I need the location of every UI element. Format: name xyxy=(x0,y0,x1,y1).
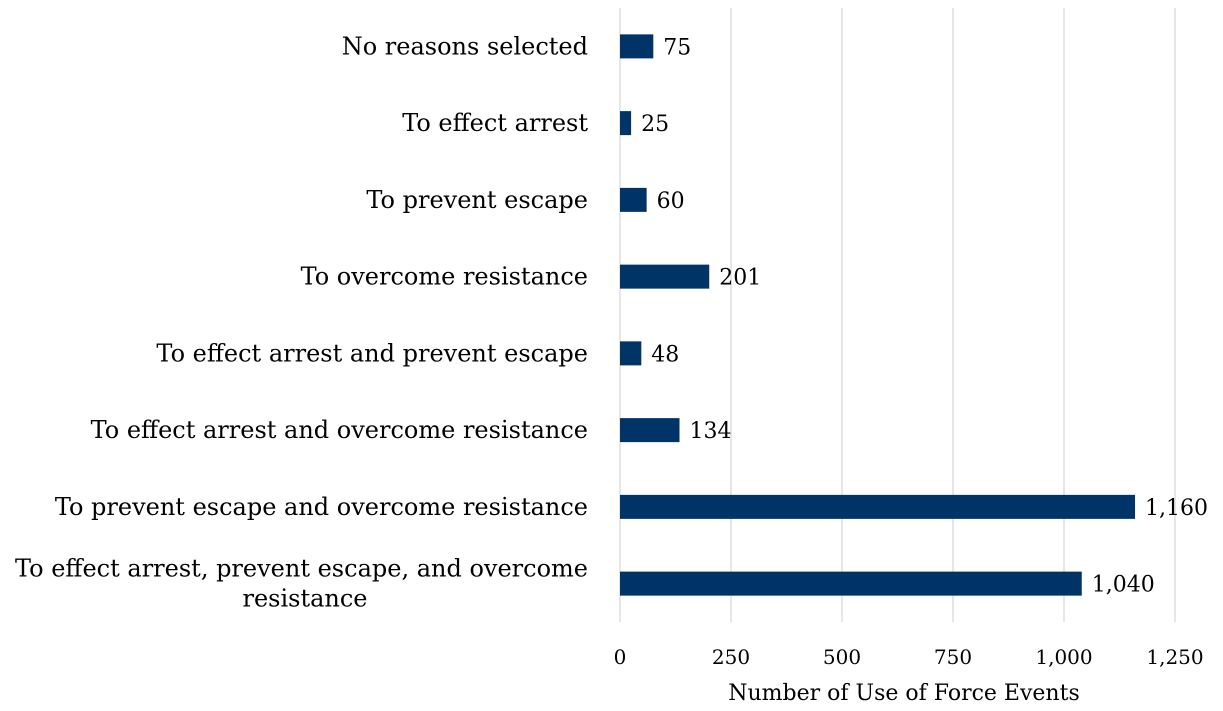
category-labels: No reasons selected To effect arrest To pr… xyxy=(15,32,588,612)
data-label: 25 xyxy=(641,112,669,137)
gridlines xyxy=(619,8,1176,622)
data-label: 48 xyxy=(651,342,679,367)
category-label: To prevent escape xyxy=(366,186,588,214)
data-label: 1,160 xyxy=(1145,496,1208,521)
x-tick-label: 1,250 xyxy=(1146,645,1203,669)
x-tick-label: 1,000 xyxy=(1035,645,1092,669)
bar xyxy=(620,418,680,443)
category-label: To effect arrest and prevent escape xyxy=(156,339,588,367)
bar xyxy=(620,571,1082,596)
category-label: To prevent escape and overcome resistanc… xyxy=(55,493,588,521)
category-label: To effect arrest, prevent escape, and ov… xyxy=(15,555,588,613)
data-label: 60 xyxy=(657,189,685,214)
category-label: To overcome resistance xyxy=(301,263,588,291)
category-label: No reasons selected xyxy=(342,32,588,60)
category-label: To effect arrest xyxy=(402,109,588,137)
category-label: To effect arrest and overcome resistance xyxy=(91,416,588,444)
data-label: 75 xyxy=(663,35,691,60)
x-tick-label: 750 xyxy=(934,645,972,669)
x-tick-label: 0 xyxy=(614,645,627,669)
bar xyxy=(620,264,710,289)
bar xyxy=(620,341,642,366)
x-axis-title: Number of Use of Force Events xyxy=(728,681,1079,706)
bars xyxy=(620,34,1136,596)
bar xyxy=(620,34,654,59)
x-tick-label: 500 xyxy=(823,645,861,669)
x-tick-labels: 0 250 500 750 1,000 1,250 xyxy=(614,645,1204,669)
data-label: 201 xyxy=(719,266,761,291)
bar xyxy=(620,111,632,136)
bar xyxy=(620,187,647,212)
data-labels: 75 25 60 201 48 134 1,160 1,040 xyxy=(641,35,1208,597)
bar xyxy=(620,494,1136,519)
data-label: 134 xyxy=(689,419,731,444)
data-label: 1,040 xyxy=(1092,573,1155,598)
x-tick-label: 250 xyxy=(712,645,750,669)
